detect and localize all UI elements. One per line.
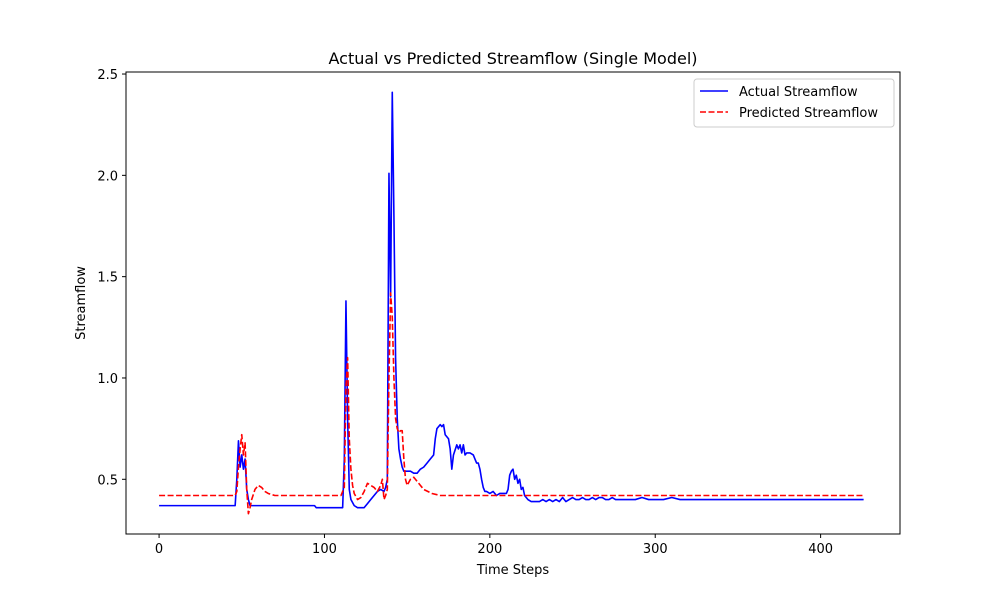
legend: Actual Streamflow Predicted Streamflow xyxy=(693,78,895,128)
x-tick-label: 0 xyxy=(155,542,163,557)
x-tick-label: 200 xyxy=(477,542,502,557)
plot-frame xyxy=(125,71,901,535)
legend-label-predicted: Predicted Streamflow xyxy=(739,106,878,121)
y-axis-label: Streamflow xyxy=(74,266,89,340)
y-tick-label: 2.0 xyxy=(97,169,118,184)
x-tick-label: 100 xyxy=(312,542,337,557)
series-layer xyxy=(159,91,864,515)
x-axis-label: Time Steps xyxy=(476,563,550,578)
y-tick-label: 0.5 xyxy=(97,473,118,488)
series-line-predicted xyxy=(159,292,864,515)
series-line-actual xyxy=(159,91,864,509)
x-axis: 0 100 200 300 400 xyxy=(155,534,833,557)
x-tick-label: 400 xyxy=(808,542,833,557)
y-tick-label: 2.5 xyxy=(97,68,118,83)
legend-label-actual: Actual Streamflow xyxy=(739,85,858,100)
x-tick-label: 300 xyxy=(643,542,668,557)
y-axis: 0.5 1.0 1.5 2.0 2.5 xyxy=(97,68,126,488)
y-tick-label: 1.5 xyxy=(97,271,118,286)
y-tick-label: 1.0 xyxy=(97,372,118,387)
legend-box xyxy=(693,78,895,128)
chart-title: Actual vs Predicted Streamflow (Single M… xyxy=(328,49,697,68)
